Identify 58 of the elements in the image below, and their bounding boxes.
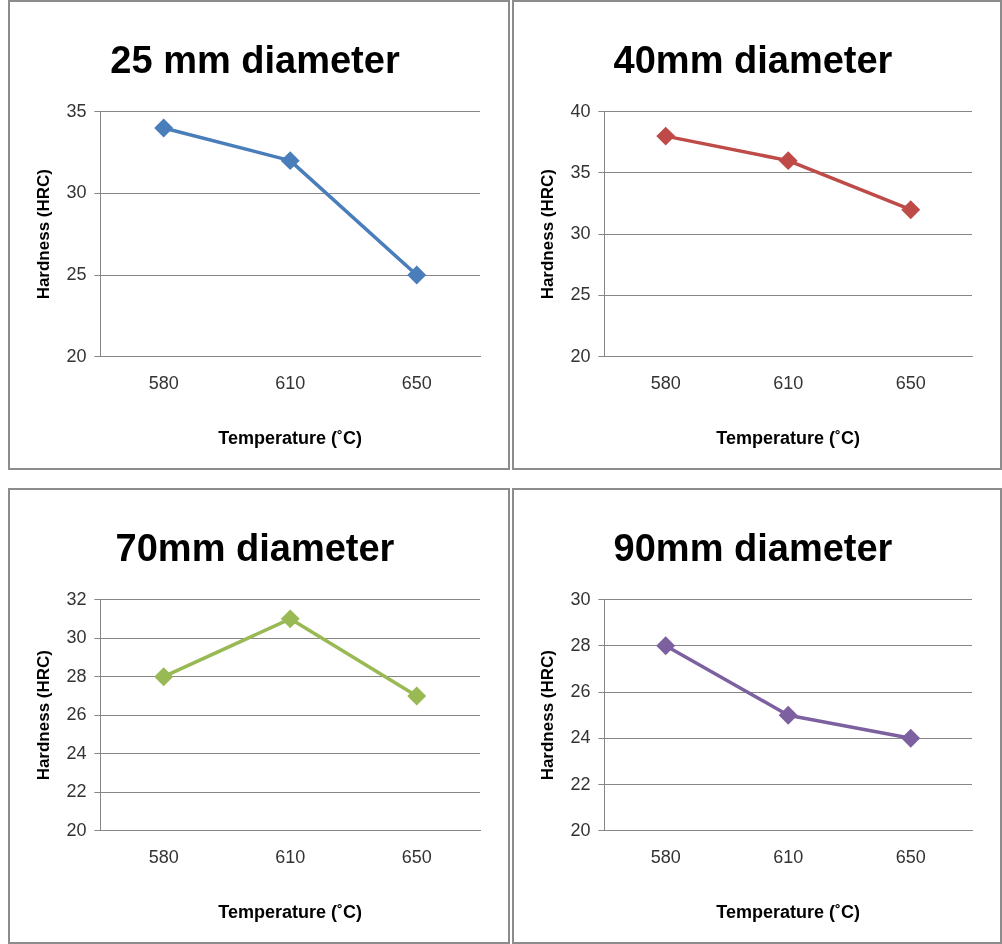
x-tick-label: 650	[895, 372, 926, 393]
x-tick-label: 610	[773, 372, 804, 393]
point	[656, 637, 675, 655]
y-tick-label: 32	[66, 588, 87, 609]
y-tick-label: 35	[66, 100, 87, 121]
x-axis-title: Temperature (˚C)	[716, 428, 861, 449]
y-tick-label: 25	[570, 284, 591, 305]
point	[281, 151, 299, 170]
x-tick-label: 580	[650, 372, 681, 393]
y-tick-label: 35	[570, 161, 591, 182]
y-tick-label: 30	[570, 223, 591, 244]
y-tick-label: 20	[66, 345, 87, 366]
point	[407, 687, 426, 705]
y-tick-label: 30	[66, 627, 87, 648]
y-tick-label: 28	[570, 634, 591, 655]
y-tick-label: 40	[570, 100, 591, 121]
y-tick-label: 25	[66, 264, 87, 285]
chart-title: 90mm diameter	[613, 527, 893, 570]
y-tick-label: 24	[66, 742, 87, 763]
y-tick-label: 30	[66, 182, 87, 203]
x-axis-title: Temperature (˚C)	[218, 902, 363, 923]
y-tick-label: 30	[570, 588, 591, 609]
y-tick-label: 28	[66, 665, 87, 686]
y-axis-title: Hardness (HRC)	[537, 650, 557, 781]
chart-title: 25 mm diameter	[110, 39, 400, 82]
x-tick-label: 610	[275, 846, 306, 867]
y-tick-label: 20	[570, 819, 591, 840]
x-tick-label: 580	[148, 372, 179, 393]
point	[779, 151, 797, 170]
y-axis-title: Hardness (HRC)	[537, 169, 557, 300]
y-tick-label: 22	[570, 773, 591, 794]
y-tick-label: 20	[570, 345, 591, 366]
x-tick-label: 580	[148, 846, 179, 867]
chart-title: 70mm diameter	[115, 527, 395, 570]
chart-title: 40mm diameter	[613, 39, 893, 82]
y-axis-title: Hardness (HRC)	[33, 169, 53, 300]
x-tick-label: 610	[773, 846, 804, 867]
x-axis-title: Temperature (˚C)	[716, 902, 861, 923]
point	[901, 729, 920, 748]
x-tick-label: 650	[895, 846, 926, 867]
y-tick-label: 26	[570, 681, 591, 702]
y-tick-label: 20	[66, 819, 87, 840]
y-tick-label: 26	[66, 704, 87, 725]
y-tick-label: 24	[570, 727, 591, 748]
x-tick-label: 580	[650, 846, 681, 867]
point	[901, 200, 920, 219]
point	[281, 610, 299, 628]
point	[154, 119, 173, 137]
y-tick-label: 22	[66, 781, 87, 802]
point	[154, 667, 173, 686]
point	[407, 266, 426, 284]
x-tick-label: 650	[401, 372, 432, 393]
point	[656, 127, 675, 145]
point	[779, 706, 797, 724]
x-tick-label: 610	[275, 372, 306, 393]
x-axis-title: Temperature (˚C)	[218, 428, 363, 449]
x-tick-label: 650	[401, 846, 432, 867]
y-axis-title: Hardness (HRC)	[33, 650, 53, 781]
